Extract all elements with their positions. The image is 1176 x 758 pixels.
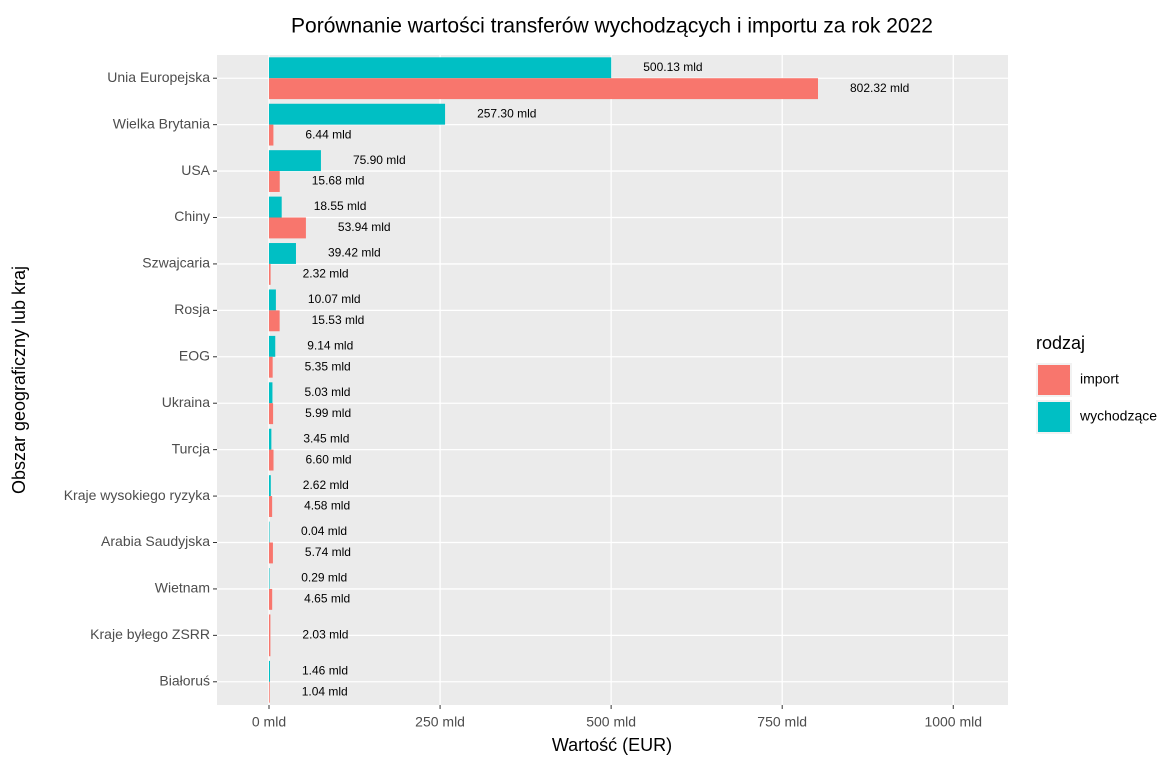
y-tick-label: Kraje byłego ZSRR: [90, 626, 210, 642]
value-label: 802.32 mld: [850, 81, 909, 95]
value-label: 5.03 mld: [304, 385, 350, 399]
y-tick-label: USA: [181, 162, 210, 178]
legend-title: rodzaj: [1036, 333, 1085, 353]
value-label: 15.68 mld: [312, 174, 365, 188]
x-tick-label: 0 mld: [252, 714, 286, 730]
y-tick-label: Turcja: [172, 440, 211, 456]
value-label: 1.04 mld: [302, 684, 348, 698]
y-tick-label: Unia Europejska: [107, 69, 210, 85]
bar: [269, 681, 270, 703]
bar: [269, 57, 612, 79]
bar: [269, 196, 282, 218]
bar: [269, 428, 272, 450]
value-label: 53.94 mld: [338, 220, 391, 234]
value-label: 1.46 mld: [302, 664, 348, 678]
x-tick-label: 750 mld: [757, 714, 807, 730]
x-axis-label: Wartość (EUR): [552, 735, 672, 755]
bar: [269, 542, 273, 564]
value-label: 6.44 mld: [305, 127, 351, 141]
value-label: 39.42 mld: [328, 246, 381, 260]
value-label: 18.55 mld: [314, 199, 367, 213]
y-tick-label: Kraje wysokiego ryzyka: [64, 487, 210, 503]
y-tick-label: EOG: [179, 347, 210, 363]
bar: [269, 335, 276, 357]
y-tick-label: Wielka Brytania: [113, 115, 210, 131]
bar: [269, 356, 273, 378]
bar: [269, 103, 446, 125]
bar: [269, 310, 280, 332]
legend-swatch: [1038, 402, 1070, 432]
value-label: 5.74 mld: [305, 545, 351, 559]
value-label: 4.58 mld: [304, 499, 350, 513]
bar: [269, 660, 271, 682]
y-tick-label: Szwajcaria: [142, 255, 210, 271]
value-label: 257.30 mld: [477, 106, 536, 120]
bar: [269, 124, 274, 146]
bar: [269, 382, 273, 404]
chart-title: Porównanie wartości transferów wychodząc…: [291, 15, 933, 38]
value-label: 5.35 mld: [305, 359, 351, 373]
value-label: 9.14 mld: [307, 339, 353, 353]
bar: [269, 217, 306, 239]
value-label: 4.65 mld: [304, 592, 350, 606]
bar: [269, 243, 296, 264]
y-tick-label: Ukraina: [162, 394, 210, 410]
bar: [269, 263, 271, 285]
bar: [269, 171, 280, 192]
y-tick-label: Wietnam: [155, 580, 210, 596]
y-tick-label: Chiny: [174, 208, 210, 224]
value-label: 2.03 mld: [302, 628, 348, 642]
plot-background: [217, 55, 1008, 705]
value-label: 75.90 mld: [353, 153, 406, 167]
value-label: 3.45 mld: [303, 431, 349, 445]
value-label: 0.04 mld: [301, 524, 347, 538]
legend-label: wychodzące: [1079, 408, 1157, 424]
value-label: 5.99 mld: [305, 406, 351, 420]
value-label: 0.29 mld: [301, 571, 347, 585]
value-label: 500.13 mld: [643, 60, 702, 74]
x-tick-label: 1000 mld: [924, 714, 982, 730]
bar: [269, 449, 274, 471]
value-label: 15.53 mld: [312, 313, 365, 327]
bar: [269, 78, 818, 100]
bar: [269, 150, 321, 172]
y-tick-label: Białoruś: [159, 672, 210, 688]
bar: [269, 496, 273, 517]
y-tick-label: Arabia Saudyjska: [101, 533, 210, 549]
bar: [269, 475, 271, 497]
bar: [269, 403, 274, 425]
bar: [269, 588, 273, 610]
y-axis-label: Obszar geograficzny lub kraj: [9, 266, 29, 494]
y-tick-label: Rosja: [174, 301, 210, 317]
bar: [269, 614, 271, 657]
legend-swatch: [1038, 365, 1070, 395]
legend-label: import: [1080, 371, 1119, 387]
bar: [269, 568, 270, 589]
bar: [269, 521, 270, 543]
value-label: 2.32 mld: [303, 267, 349, 281]
value-label: 10.07 mld: [308, 292, 361, 306]
x-tick-label: 500 mld: [586, 714, 636, 730]
bar: [269, 289, 276, 311]
value-label: 2.62 mld: [303, 478, 349, 492]
x-tick-label: 250 mld: [415, 714, 465, 730]
value-label: 6.60 mld: [306, 452, 352, 466]
